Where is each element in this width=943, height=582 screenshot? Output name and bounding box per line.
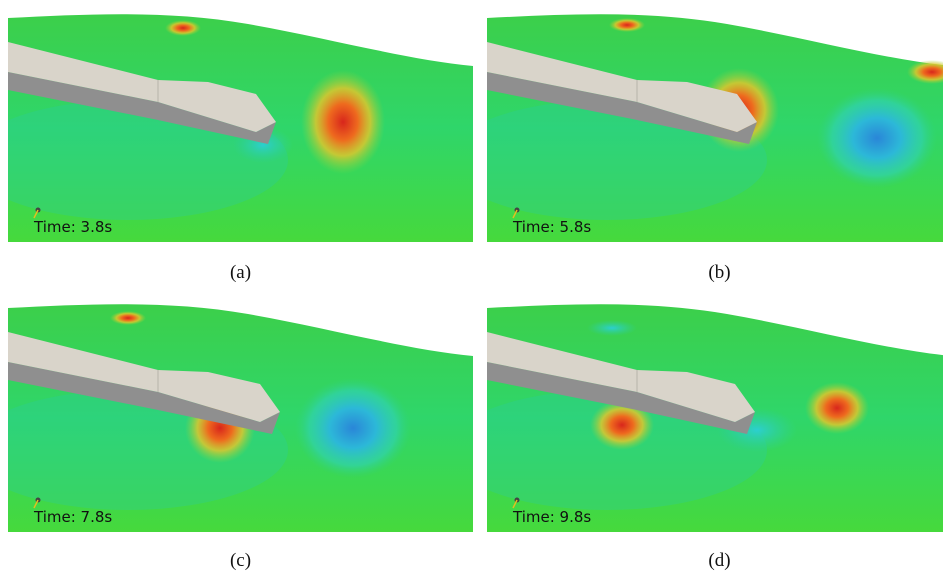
subfigure-caption: (d) xyxy=(708,550,730,571)
simulation-image: Time: 5.8s xyxy=(447,14,943,242)
pressure-region xyxy=(609,18,645,32)
simulation-image: Time: 9.8s xyxy=(447,304,943,532)
pressure-region xyxy=(110,311,146,325)
simulation-image: Time: 3.8s xyxy=(0,14,473,242)
pressure-region xyxy=(295,378,411,478)
time-label: Time: 9.8s xyxy=(512,508,591,526)
time-label: Time: 7.8s xyxy=(33,508,112,526)
subfigure-caption: (c) xyxy=(230,550,251,571)
time-label: Time: 3.8s xyxy=(33,218,112,236)
subfigure: Time: 7.8s (c) xyxy=(0,304,473,571)
figure: Time: 3.8s(a)Time: 5.8s(b)Time: 7.8s(c)T… xyxy=(0,0,943,582)
subfigure: Time: 3.8s (a) xyxy=(0,14,473,283)
pressure-region xyxy=(165,20,201,36)
pressure-region xyxy=(587,320,637,336)
pressure-region xyxy=(817,88,937,188)
time-label: Time: 5.8s xyxy=(512,218,591,236)
pressure-region xyxy=(805,382,869,434)
subfigure-caption: (a) xyxy=(230,262,251,283)
page: Time: 3.8s(a)Time: 5.8s(b)Time: 7.8s(c)T… xyxy=(0,0,943,582)
subfigure-caption: (b) xyxy=(708,262,730,283)
subfigure: Time: 9.8s (d) xyxy=(447,304,943,571)
simulation-image: Time: 7.8s xyxy=(0,304,473,532)
subfigure: Time: 5.8s (b) xyxy=(447,14,943,283)
pressure-region xyxy=(301,70,385,174)
